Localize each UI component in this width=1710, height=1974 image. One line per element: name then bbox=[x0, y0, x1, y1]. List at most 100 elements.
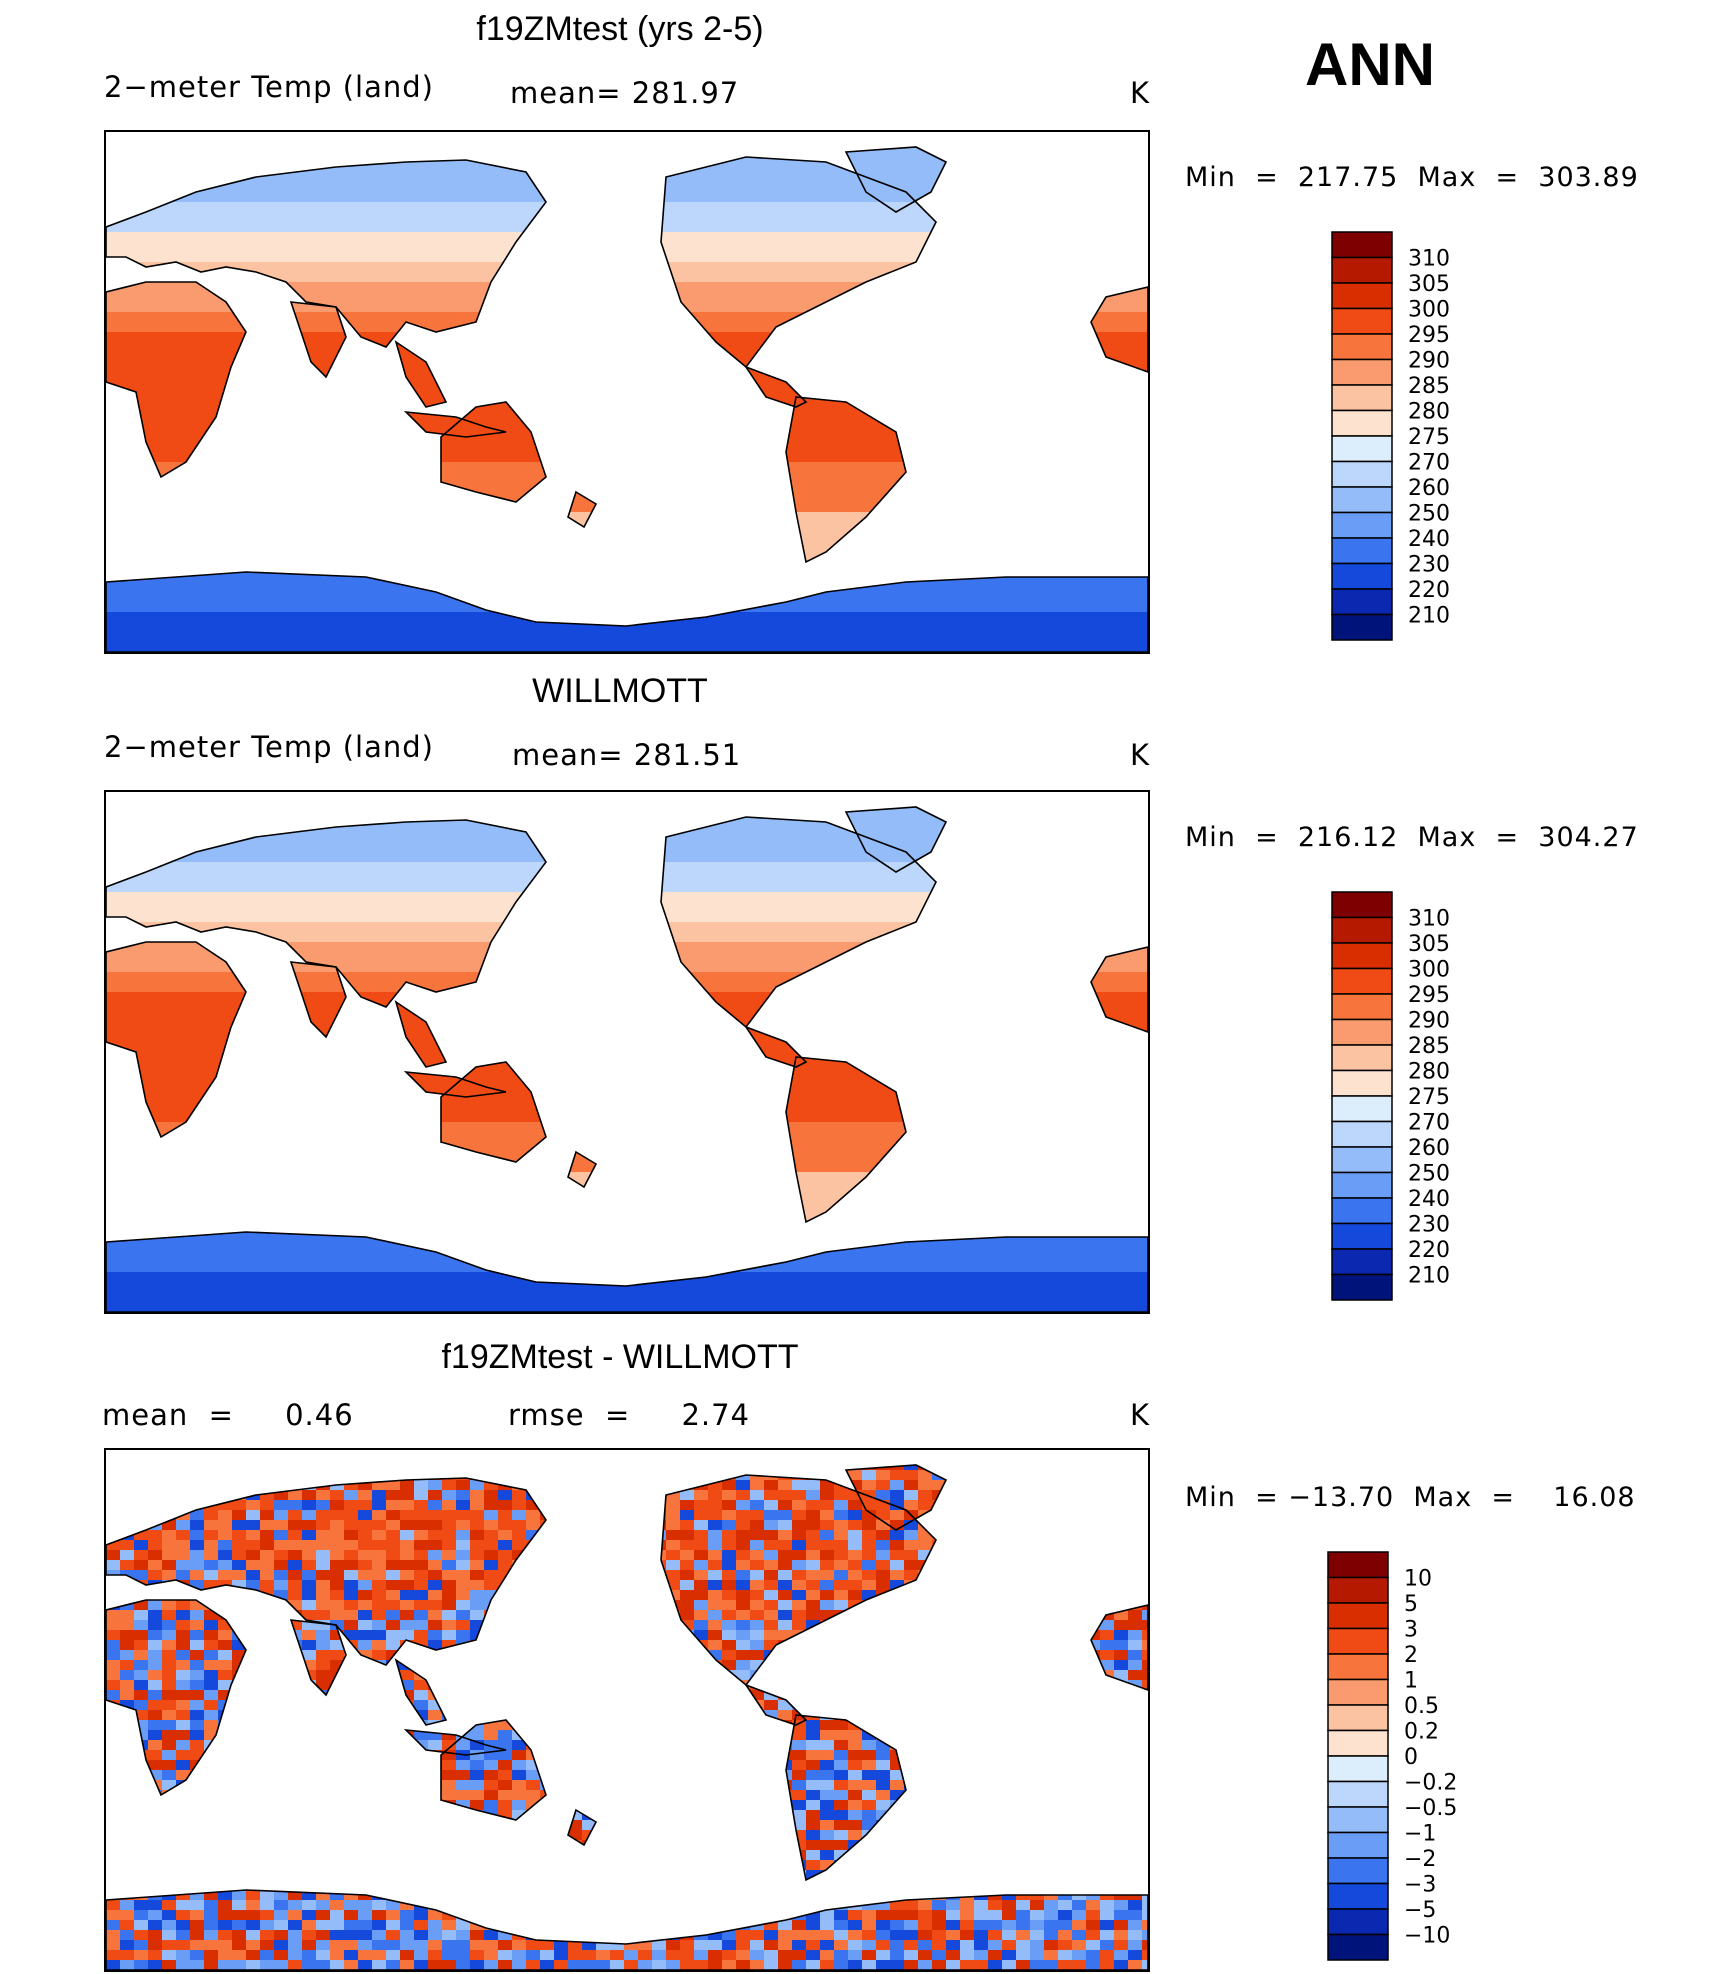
colorbar-label: 310 bbox=[1408, 907, 1450, 932]
colorbar-label: 305 bbox=[1408, 272, 1450, 297]
colorbar-label: 220 bbox=[1408, 578, 1450, 603]
colorbar-swatch bbox=[1327, 1780, 1389, 1808]
colorbar-label: 10 bbox=[1404, 1567, 1432, 1592]
colorbar-label: 280 bbox=[1408, 400, 1450, 425]
colorbar-swatch bbox=[1327, 1704, 1389, 1732]
colorbar-swatch bbox=[1327, 1908, 1389, 1936]
panel-2-unit-label: K bbox=[1130, 738, 1151, 772]
colorbar-label: 310 bbox=[1408, 247, 1450, 272]
colorbar-label: −2 bbox=[1404, 1847, 1436, 1872]
colorbar-label: 230 bbox=[1408, 553, 1450, 578]
colorbar-swatch bbox=[1331, 1120, 1393, 1148]
panel-3-map bbox=[104, 1448, 1150, 1972]
colorbar-swatch bbox=[1327, 1653, 1389, 1681]
colorbar-swatch bbox=[1331, 1222, 1393, 1250]
colorbar-label: −1 bbox=[1404, 1822, 1436, 1847]
colorbar-swatch bbox=[1331, 460, 1393, 488]
panel-1-map bbox=[104, 130, 1150, 654]
panel-2-colorbar: 310 305 300 295 290 285 280 275 270 260 250 240 230 2… bbox=[1330, 890, 1470, 1302]
colorbar-label: 300 bbox=[1408, 958, 1450, 983]
land-fill bbox=[106, 147, 1148, 652]
colorbar-swatch bbox=[1331, 1273, 1393, 1301]
colorbar-label: 220 bbox=[1408, 1238, 1450, 1263]
colorbar-swatch bbox=[1331, 562, 1393, 590]
colorbar-label: −0.2 bbox=[1404, 1771, 1457, 1796]
colorbar-label: 300 bbox=[1408, 298, 1450, 323]
colorbar-label: 240 bbox=[1408, 527, 1450, 552]
panel-2-min-max: Min = 216.12 Max = 304.27 bbox=[1185, 822, 1639, 853]
panel-2-title: WILLMOTT bbox=[532, 672, 708, 710]
colorbar-swatch bbox=[1327, 1576, 1389, 1604]
colorbar-label: 0.5 bbox=[1404, 1694, 1439, 1719]
colorbar-label: 5 bbox=[1404, 1592, 1418, 1617]
panel-2-variable-label: 2−meter Temp (land) bbox=[104, 730, 434, 764]
panel-1-title: f19ZMtest (yrs 2-5) bbox=[476, 10, 764, 48]
coastline bbox=[106, 806, 1148, 1312]
colorbar-label: 0 bbox=[1404, 1745, 1418, 1770]
land-fill bbox=[106, 807, 1148, 1312]
colorbar-swatch bbox=[1331, 891, 1393, 919]
land-fill bbox=[106, 1465, 1148, 1970]
colorbar-swatch bbox=[1331, 1197, 1393, 1225]
colorbar-swatch bbox=[1327, 1857, 1389, 1885]
colorbar-label: 290 bbox=[1408, 349, 1450, 374]
colorbar-label: 290 bbox=[1408, 1009, 1450, 1034]
colorbar-label: −0.5 bbox=[1404, 1796, 1457, 1821]
colorbar-swatch bbox=[1327, 1627, 1389, 1655]
colorbar-label: 0.2 bbox=[1404, 1720, 1439, 1745]
panel-3-colorbar: 10 5 3 2 1 0.5 0.2 0 −0.2 −0.5 −1 −2 −3 −5 −10 bbox=[1326, 1550, 1466, 1962]
panel-3-min-max: Min = −13.70 Max = 16.08 bbox=[1185, 1482, 1636, 1513]
colorbar-swatch bbox=[1331, 537, 1393, 565]
colorbar-label: −3 bbox=[1404, 1873, 1436, 1898]
colorbar-swatch bbox=[1331, 993, 1393, 1021]
colorbar-swatch bbox=[1331, 1248, 1393, 1276]
colorbar-swatch bbox=[1327, 1755, 1389, 1783]
colorbar-swatch bbox=[1331, 1095, 1393, 1123]
panel-2-mean-label: mean= 281.51 bbox=[512, 738, 742, 772]
panel-3-mean-label: mean = 0.46 bbox=[102, 1398, 354, 1432]
colorbar-label: 305 bbox=[1408, 932, 1450, 957]
colorbar-label: 275 bbox=[1408, 1085, 1450, 1110]
panel-3-title: f19ZMtest - WILLMOTT bbox=[441, 1338, 799, 1376]
colorbar-swatch bbox=[1327, 1806, 1389, 1834]
colorbar-swatch bbox=[1331, 967, 1393, 995]
colorbar-swatch bbox=[1331, 358, 1393, 386]
panel-1-mean-label: mean= 281.97 bbox=[510, 76, 740, 110]
colorbar-swatch bbox=[1331, 1146, 1393, 1174]
colorbar-label: 250 bbox=[1408, 502, 1450, 527]
colorbar-label: 295 bbox=[1408, 983, 1450, 1008]
colorbar-label: 270 bbox=[1408, 1111, 1450, 1136]
panel-1-variable-label: 2−meter Temp (land) bbox=[104, 70, 434, 104]
colorbar-label: 1 bbox=[1404, 1669, 1418, 1694]
colorbar-label: 210 bbox=[1408, 604, 1450, 629]
colorbar-swatch bbox=[1331, 511, 1393, 539]
colorbar-swatch bbox=[1327, 1831, 1389, 1859]
colorbar-label: 280 bbox=[1408, 1060, 1450, 1085]
colorbar-swatch bbox=[1331, 435, 1393, 463]
colorbar-swatch bbox=[1327, 1882, 1389, 1910]
colorbar-swatch bbox=[1327, 1602, 1389, 1630]
colorbar-swatch bbox=[1331, 1069, 1393, 1097]
colorbar-swatch bbox=[1331, 916, 1393, 944]
season-label: ANN bbox=[1305, 31, 1435, 98]
colorbar-swatch bbox=[1331, 942, 1393, 970]
panel-1-min-max: Min = 217.75 Max = 303.89 bbox=[1185, 162, 1639, 193]
colorbar-swatch bbox=[1327, 1933, 1389, 1961]
colorbar-label: 210 bbox=[1408, 1264, 1450, 1289]
colorbar-swatch bbox=[1331, 1018, 1393, 1046]
colorbar-swatch bbox=[1331, 282, 1393, 310]
colorbar-label: 240 bbox=[1408, 1187, 1450, 1212]
colorbar-label: 260 bbox=[1408, 1136, 1450, 1161]
colorbar-label: 270 bbox=[1408, 451, 1450, 476]
colorbar-swatch bbox=[1327, 1551, 1389, 1579]
colorbar-swatch bbox=[1331, 333, 1393, 361]
panel-3-unit-label: K bbox=[1130, 1398, 1151, 1432]
colorbar-swatch bbox=[1331, 307, 1393, 335]
coastline bbox=[106, 1464, 1148, 1970]
colorbar-label: 285 bbox=[1408, 374, 1450, 399]
panel-2-map bbox=[104, 790, 1150, 1314]
colorbar-label: 285 bbox=[1408, 1034, 1450, 1059]
colorbar-swatch bbox=[1331, 231, 1393, 259]
colorbar-label: 275 bbox=[1408, 425, 1450, 450]
colorbar-label: 250 bbox=[1408, 1162, 1450, 1187]
